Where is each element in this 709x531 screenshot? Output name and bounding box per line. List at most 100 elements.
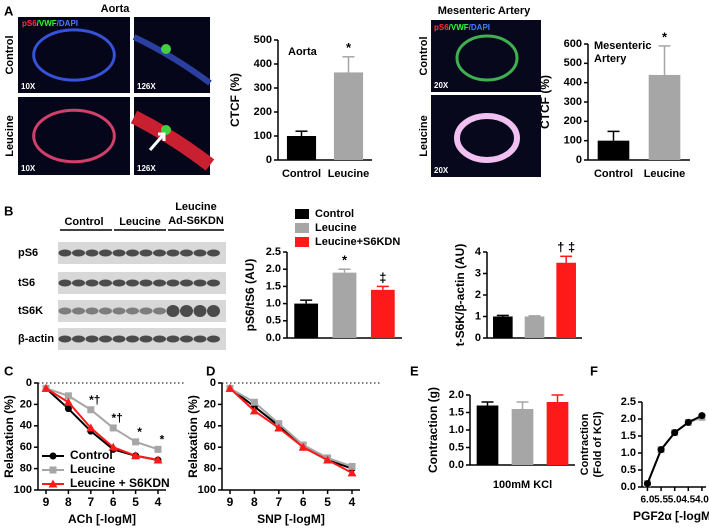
y-tick-label: 40 [204, 420, 216, 432]
marker [684, 418, 692, 426]
band [58, 307, 72, 315]
bar [648, 74, 681, 160]
stain-part: /DAPI [57, 19, 78, 28]
y-tick-label: 2.0 [449, 389, 464, 401]
x-tick-label: 5.5 [654, 495, 668, 506]
band [126, 307, 139, 315]
x-tick-label: 4.5 [681, 495, 695, 506]
panel-letter: D [206, 363, 215, 378]
y-tick-label: 1.0 [449, 424, 464, 436]
y-tick-label: 2.5 [266, 246, 281, 258]
x-tick-label: 7 [87, 495, 94, 509]
y-tick-label: 0 [576, 154, 582, 166]
blot-row: tS6K [18, 305, 43, 317]
band [166, 279, 180, 287]
y-tick-label: 200 [564, 115, 582, 127]
arrow [148, 132, 166, 151]
blot-group: Ad-S6KDN [168, 215, 224, 227]
y-tick-label: 300 [564, 96, 582, 108]
band [112, 279, 126, 287]
panel-letter: B [4, 203, 13, 218]
band [139, 249, 153, 257]
series-line [646, 416, 703, 484]
y-tick-label: 0 [26, 377, 32, 389]
series-line [229, 387, 353, 468]
marker [49, 452, 57, 460]
band [72, 335, 85, 343]
y-tick-label: 20 [20, 398, 32, 410]
y-tick-label: 300 [254, 82, 272, 94]
series-line [229, 387, 353, 474]
legend-label: Leucine + S6KDN [70, 476, 170, 490]
band [166, 305, 180, 317]
y-tick-label: 100 [14, 484, 32, 496]
bar [511, 409, 534, 465]
y-tick-label: 2.5 [621, 396, 636, 408]
y-tick-label: 20 [204, 398, 216, 410]
band [180, 279, 193, 287]
band [126, 335, 139, 343]
row-label: Control [4, 35, 16, 74]
stain-part: pS6 [22, 19, 37, 28]
y-tick-label: 4 [475, 246, 482, 258]
band [85, 335, 99, 343]
bar [294, 303, 319, 338]
y-axis-label: t-S6K/β-actin (AU) [453, 244, 467, 347]
marker [87, 406, 95, 414]
y-tick-label: 60 [204, 441, 216, 453]
series-line [646, 414, 703, 484]
blot-row: tS6 [18, 277, 35, 289]
x-axis-label: PGF2α [-logM] [633, 509, 709, 523]
y-tick-label: 1.0 [621, 447, 636, 459]
x-tick-label: 6 [110, 495, 117, 509]
marker [48, 479, 58, 488]
row-label: Leucine [4, 115, 16, 157]
bar [597, 140, 630, 160]
y-tick-label: 80 [204, 463, 216, 475]
annotation: ‡ [379, 270, 386, 285]
y-tick-label: 1 [475, 310, 481, 322]
band [180, 335, 193, 343]
y-tick-label: 1.0 [266, 298, 281, 310]
legend-label: Leucine [70, 462, 116, 476]
band [193, 249, 207, 257]
y-tick-label: 0 [266, 154, 272, 166]
band [153, 335, 166, 343]
band [112, 335, 126, 343]
x-tick-label: 4.0 [695, 495, 709, 506]
y-tick-label: 0 [210, 377, 216, 389]
y-axis-label: Contraction [579, 413, 591, 475]
y-tick-label: 2 [475, 289, 481, 301]
band [193, 305, 207, 317]
magnification: 10X [21, 164, 36, 173]
magnification: 126X [137, 164, 156, 173]
marker [109, 424, 117, 432]
chart-title: Mesenteric [594, 40, 651, 52]
band [207, 279, 220, 287]
x-tick-label: 9 [43, 495, 50, 509]
y-axis-label: CTCF (%) [228, 73, 242, 127]
y-tick-label: 600 [564, 38, 582, 50]
y-tick-label: 1.5 [621, 430, 636, 442]
stain-label: pS6/VWF/DAPI [22, 19, 78, 28]
band [99, 279, 112, 287]
band [58, 335, 72, 343]
band [99, 249, 112, 257]
x-axis-label: ACh [-logM] [68, 512, 136, 526]
y-tick-label: 0.5 [449, 441, 464, 453]
y-tick-label: 40 [20, 420, 32, 432]
band [126, 249, 139, 257]
y-axis-label: Relaxation (%) [2, 395, 16, 478]
marker [274, 423, 284, 432]
bar [476, 405, 499, 465]
band [193, 335, 207, 343]
marker [64, 405, 72, 413]
panel-letter: A [4, 3, 14, 18]
stain-part: /DAPI [469, 23, 490, 32]
magnification: 126X [137, 82, 156, 91]
marker [132, 438, 140, 446]
x-tick-label: 8 [251, 495, 258, 509]
series-line [45, 387, 159, 451]
band [193, 279, 207, 287]
marker [643, 480, 651, 488]
